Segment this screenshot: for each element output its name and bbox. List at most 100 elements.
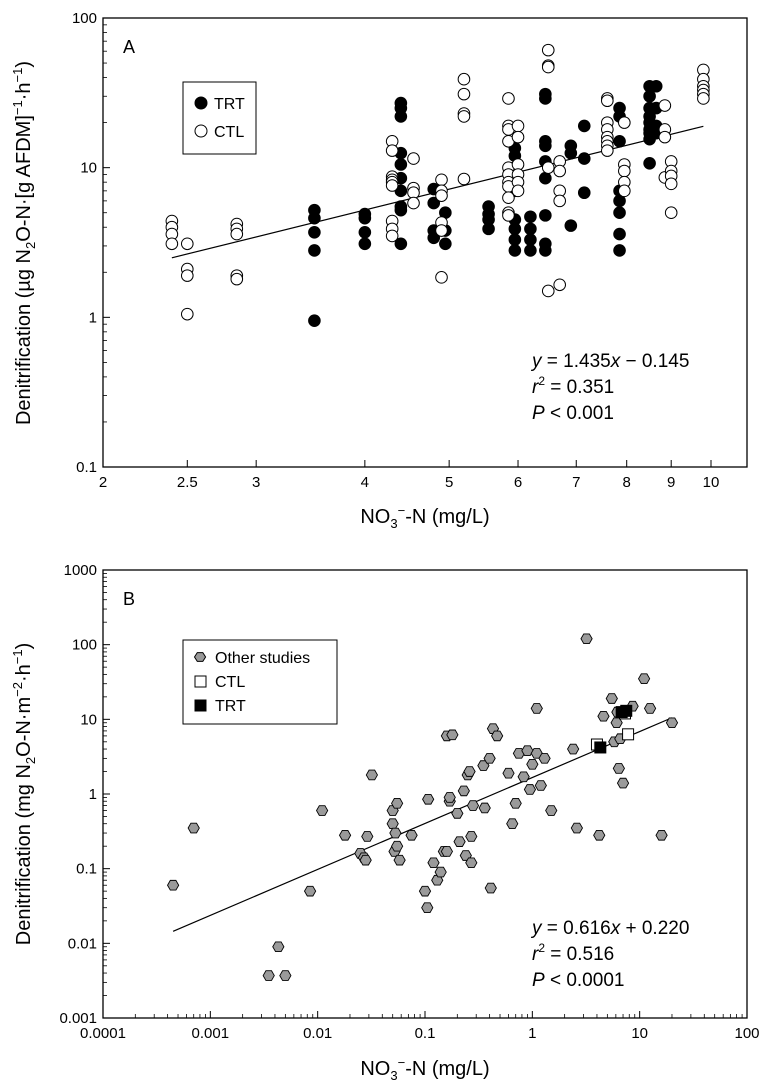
panel-b: B 0.0001 0.001 0.01 0.1 1 10 1000.0010.010.111… [10,562,760,1083]
panel-a-ctl-point [180,307,194,321]
panel-a-x-axis-title: NO3−-N (mg/L) [360,503,489,531]
panel-a-trt-point [427,196,441,210]
panel-a-ctl-point [230,272,244,286]
panel-a-ctl-point [457,72,471,86]
panel-a-ctl-point [541,284,555,298]
panel-b-x-tick-label: 1 [528,1025,536,1042]
panel-b-other-studies-point [580,633,593,645]
panel-a-x-tick-label: 8 [623,474,631,491]
panel-b-other-studies-point [567,743,580,755]
panel-a-trt-point [643,156,656,170]
legend-trt-square-marker [194,699,207,712]
panel-a-trt-point [439,237,452,251]
panel-a-y-tick-label: 10 [80,160,97,177]
panel-b-other-studies-point [315,805,329,816]
panel-a-trt-point [524,233,537,247]
panel-b-other-studies-point [521,745,534,757]
panel-b-other-studies-point [272,941,285,953]
panel-a-ctl-point [697,92,710,105]
panel-b-other-studies-point [605,693,618,704]
panel-b-other-studies-point [534,780,547,791]
panel-a-ctl-point [502,209,515,222]
panel-b-ctl-point [622,728,635,741]
panel-a-ctl-point [435,271,448,284]
panel-b-other-studies-point [526,758,539,770]
panel-b-other-studies-point [421,902,434,914]
panel-b-x-tick-label: 100 [734,1025,759,1042]
panel-b-other-studies-point [393,854,406,866]
panel-b-other-studies-point [422,793,435,805]
panel-b-other-studies-point [616,777,630,789]
panel-b-other-studies-point [637,673,651,685]
panel-a-ctl-point [230,227,244,241]
panel-a-x-tick-label: 2 [99,474,107,491]
panel-b-other-studies-point [523,784,537,795]
panel-b-other-studies-point [502,767,515,779]
panel-a-p-value: P < 0.001 [532,403,614,424]
legend-other-studies-label: Other studies [215,650,310,667]
panel-a-plot-frame [102,17,748,468]
panel-b-other-studies-point [517,771,530,783]
panel-a-trt-point [613,206,626,220]
panel-a-trt-point [308,314,321,327]
panel-a-label: A [123,37,135,57]
panel-a-trt-point [613,227,626,241]
panel-a-ctl-point [165,237,179,251]
panel-a-annotation: y = 1.435x − 0.145 r2 = 0.351 P < 0.001 [530,351,689,424]
panel-a-ctl-point [541,60,555,74]
panel-b-trt-point [620,704,633,717]
panel-a-trt-point [649,79,663,93]
panel-b-other-studies-point [166,879,180,891]
panel-b-other-studies-point [465,857,478,869]
panel-b-y-tick-label: 0.1 [76,861,97,878]
panel-b-other-studies-point [391,798,404,809]
panel-a-legend-box [182,81,257,155]
panel-a-trt-point [358,225,372,239]
panel-a-ctl-point [601,144,614,157]
panel-b-other-studies-point [538,753,551,764]
panel-a-trt-point [564,146,578,160]
panel-b-other-studies-point [491,730,504,742]
panel-a-trt-point [358,237,372,251]
panel-b-other-studies-point [434,866,447,878]
panel-a-trt-point [394,237,408,251]
panel-b-other-studies-point [484,882,497,894]
legend-ctl-square-label: CTL [215,674,245,691]
panel-a-ctl-point [553,194,567,208]
panel-a-trt-point [539,244,552,257]
panel-a-ctl-point [457,87,471,101]
panel-a-ctl-point [664,177,678,191]
panel-b-y-tick-label: 1 [89,786,97,803]
panel-a-y-axis-title: Denitrification (µg N2O-N·[g AFDM]−1·h−1… [10,61,38,425]
panel-b-other-studies-point [655,829,668,841]
panel-a-x-tick-label: 2.5 [177,474,198,491]
panel-b-other-studies-point [478,802,491,814]
panel-a-ctl-point [180,269,194,282]
panel-a-trt-point [308,244,321,257]
panel-a-ctl-point [435,173,448,187]
panel-a-trt-point [539,171,552,185]
panel-a-trt-point [524,210,537,224]
panel-a-ctl-point [658,130,672,144]
panel-a-x-tick-label: 7 [572,474,580,491]
panel-b-y-axis-title: Denitrification (mg N2O-N·m−2·h−1) [10,643,38,946]
panel-a-trt-point [394,110,408,123]
panel-b-other-studies-point [338,829,352,841]
panel-a-trt-point [643,89,656,103]
panel-a-ctl-point [618,164,631,178]
panel-b-other-studies-point [570,822,583,834]
legend-ctl-square-marker [194,675,207,688]
panel-a-r-squared: r2 = 0.351 [532,374,614,398]
panel-b-other-studies-point [262,970,275,981]
panel-a-x-tick-label: 5 [445,474,453,491]
panel-b-other-studies-point [386,818,399,830]
panel-a-ctl-point [511,119,525,133]
panel-a-ctl-point [618,184,631,198]
panel-b-x-axis-title: NO3−-N (mg/L) [360,1055,489,1083]
panel-b-other-studies-point [612,763,625,774]
legend-trt-marker [194,96,208,110]
panel-b-other-studies-point [465,831,478,842]
panel-a-trt-point [308,211,321,225]
panel-b-other-studies-point [463,766,476,777]
panel-a-x-tick-label: 4 [361,474,369,491]
